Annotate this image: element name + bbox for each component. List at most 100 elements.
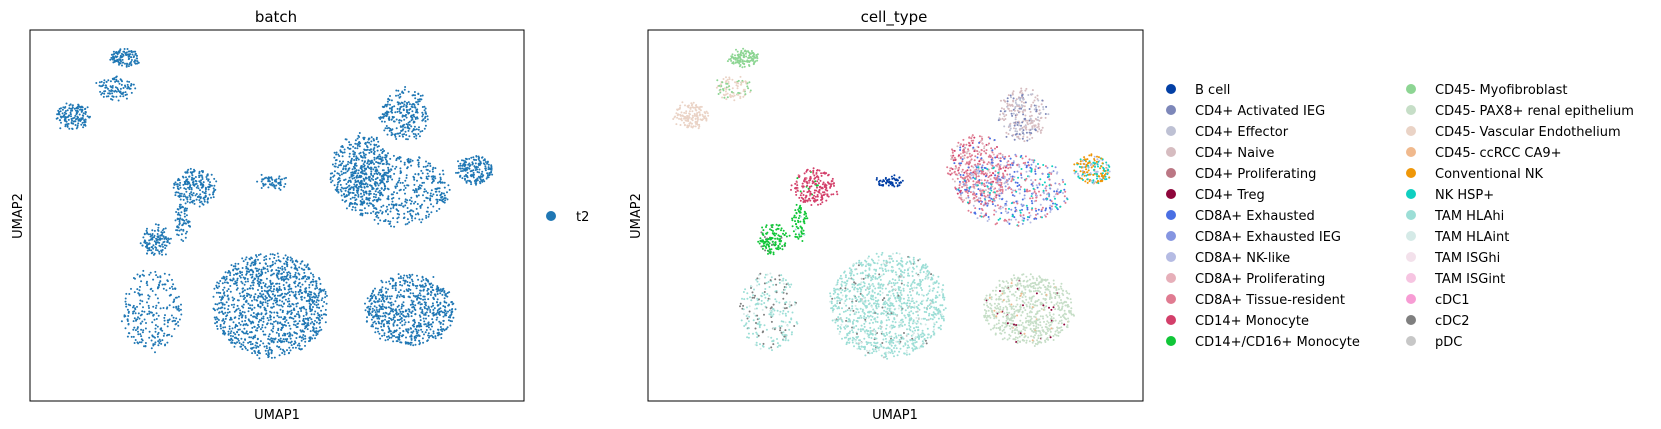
- cell-point: [155, 318, 158, 320]
- cell-point: [283, 302, 286, 305]
- cell-point: [417, 278, 420, 281]
- cell-point: [182, 183, 185, 186]
- cell-point: [908, 266, 911, 269]
- cell-point: [385, 312, 388, 315]
- cell-point: [416, 203, 419, 205]
- cell-point: [154, 351, 156, 354]
- cell-point: [485, 177, 488, 180]
- cell-point: [265, 258, 268, 261]
- cell-point: [264, 271, 267, 274]
- cell-point: [334, 188, 337, 191]
- cell-point: [403, 100, 406, 103]
- cell-point: [58, 119, 61, 122]
- cell-point: [287, 352, 290, 355]
- cell-point: [287, 278, 290, 281]
- cell-point: [903, 271, 906, 274]
- cell-point: [395, 127, 398, 130]
- cell-point: [370, 325, 373, 328]
- cell-point: [231, 296, 234, 299]
- cell-point: [387, 301, 390, 304]
- cell-point: [929, 299, 932, 302]
- cell-point: [146, 232, 148, 235]
- cell-point: [308, 316, 311, 319]
- cell-point: [402, 310, 405, 313]
- cell-point: [281, 292, 284, 295]
- cell-point: [375, 143, 378, 146]
- cell-point: [309, 297, 312, 300]
- cell-point: [860, 264, 863, 267]
- cell-point: [389, 220, 392, 223]
- cell-point: [396, 295, 399, 297]
- cell-point: [837, 279, 839, 282]
- cell-point: [171, 285, 173, 288]
- cell-point: [252, 279, 255, 282]
- cell-point: [836, 302, 839, 305]
- cell-point: [438, 207, 441, 210]
- cell-point: [149, 233, 152, 236]
- cell-point: [840, 277, 843, 280]
- cell-point: [147, 304, 150, 307]
- cell-point: [937, 286, 940, 289]
- cell-point: [432, 321, 434, 324]
- cell-point: [315, 321, 318, 324]
- cell-point: [278, 334, 280, 337]
- cell-point: [294, 280, 297, 283]
- cell-point: [272, 337, 274, 340]
- cell-point: [274, 262, 277, 265]
- cell-point: [411, 306, 414, 309]
- cell-point: [405, 174, 408, 177]
- cell-point: [226, 311, 229, 314]
- cell-point: [459, 174, 462, 177]
- cell-point: [406, 222, 409, 225]
- cell-point: [904, 343, 907, 346]
- cell-point: [273, 257, 276, 259]
- cell-point: [397, 291, 400, 294]
- cell-point: [268, 338, 271, 341]
- cell-point: [895, 260, 898, 263]
- cell-point: [355, 185, 358, 188]
- cell-point: [305, 325, 308, 328]
- cell-point: [222, 332, 225, 335]
- cell-point: [275, 282, 278, 285]
- cell-point: [883, 301, 886, 304]
- cell-point: [265, 296, 268, 299]
- cell-point: [193, 177, 196, 180]
- cell-point: [484, 167, 487, 170]
- cell-point: [244, 319, 247, 322]
- cell-point: [113, 60, 116, 63]
- cell-point: [881, 284, 884, 287]
- cell-point: [173, 182, 176, 185]
- cell-point: [186, 170, 189, 173]
- cell-point: [299, 329, 302, 332]
- cell-point: [135, 54, 138, 57]
- cell-point: [440, 196, 443, 199]
- cell-point: [275, 184, 278, 187]
- cell-point: [873, 291, 876, 294]
- cell-point: [113, 56, 116, 59]
- cell-point: [174, 287, 177, 290]
- cell-point: [391, 287, 394, 290]
- cell-point: [403, 163, 406, 166]
- cell-point: [387, 338, 389, 341]
- cell-point: [264, 262, 267, 265]
- cell-point: [892, 252, 894, 255]
- cell-point: [355, 155, 358, 158]
- cell-point: [232, 335, 234, 338]
- cell-point: [177, 321, 179, 323]
- cell-point: [74, 124, 77, 126]
- cell-point: [269, 253, 272, 256]
- cell-point: [429, 309, 432, 311]
- cell-point: [477, 163, 480, 165]
- cell-point: [307, 324, 310, 327]
- cell-point: [443, 291, 446, 294]
- cell-point: [111, 85, 114, 87]
- cell-point: [364, 142, 367, 145]
- cell-point: [443, 329, 446, 332]
- cell-point: [130, 335, 133, 338]
- cell-point: [114, 59, 117, 62]
- cell-point: [267, 319, 270, 322]
- cell-point: [455, 171, 457, 174]
- cell-point: [872, 312, 875, 315]
- cell-point: [481, 180, 484, 183]
- cell-point: [257, 272, 260, 275]
